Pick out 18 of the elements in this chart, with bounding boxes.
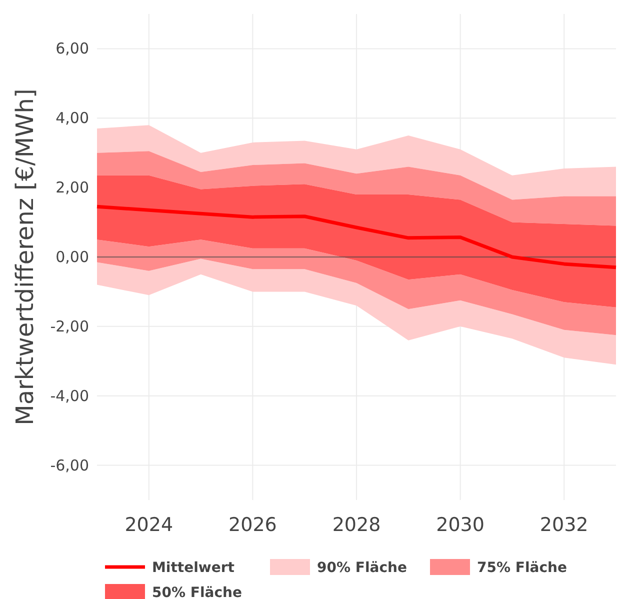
x-tick-label: 2024 xyxy=(124,514,174,536)
legend-label: 90% Fläche xyxy=(317,560,407,576)
x-tick-label: 2026 xyxy=(228,514,277,536)
y-tick-label: 4,00 xyxy=(56,109,89,128)
line-series xyxy=(95,204,618,270)
y-tick-label: -2,00 xyxy=(50,317,89,336)
y-tick-label: 0,00 xyxy=(56,248,89,266)
x-tick-label: 2030 xyxy=(436,514,484,536)
legend-label: 75% Fläche xyxy=(477,560,567,576)
y-tick-label: 2,00 xyxy=(56,178,89,197)
y-axis-title: Marktwertdifferenz [€/MWh] xyxy=(11,88,39,426)
legend-label: 50% Fläche xyxy=(152,585,242,599)
y-tick-label: 6,00 xyxy=(56,40,89,58)
legend-label: Mittelwert xyxy=(152,560,235,576)
x-tick-label: 2028 xyxy=(332,514,381,536)
y-tick-label: -6,00 xyxy=(50,456,89,474)
x-tick-label: 2032 xyxy=(540,514,588,536)
y-tick-label: -4,00 xyxy=(50,386,89,405)
